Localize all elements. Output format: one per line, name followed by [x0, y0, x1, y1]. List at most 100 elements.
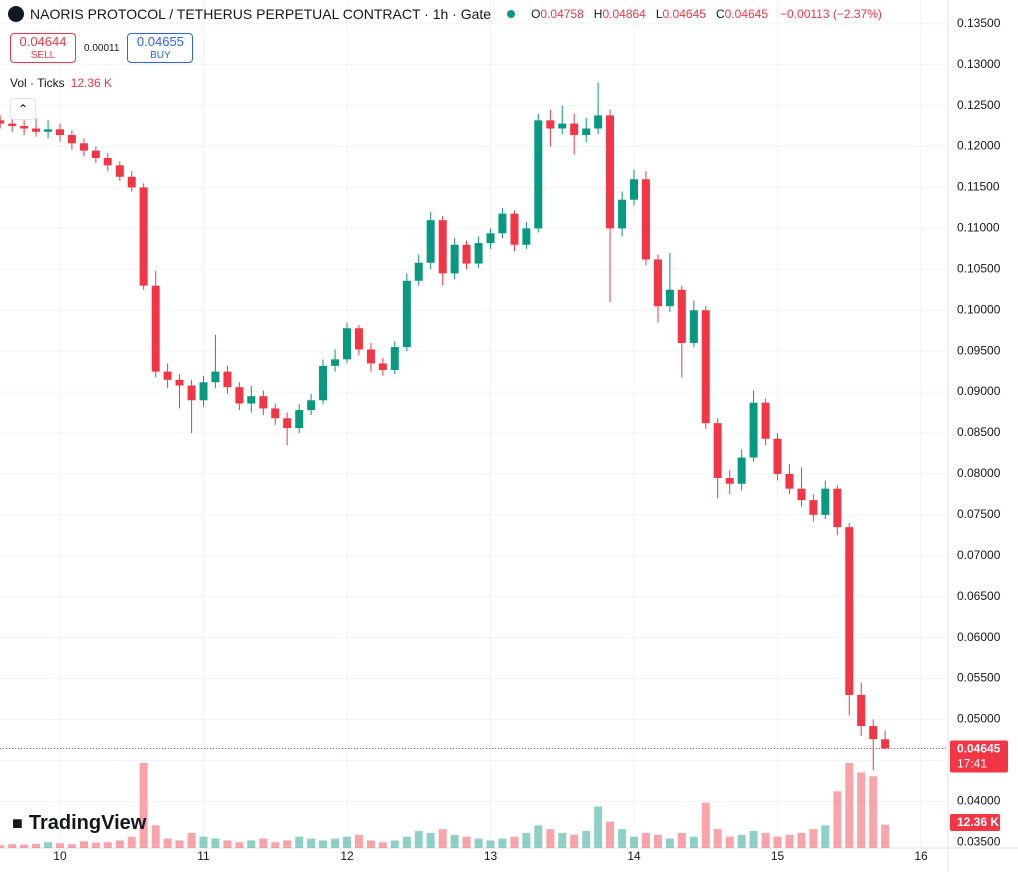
candle-body — [199, 382, 208, 401]
y-tick-label: 0.09500 — [957, 343, 1001, 357]
candle-body — [725, 478, 734, 484]
volume-bar — [498, 838, 507, 848]
candle-body — [20, 126, 29, 129]
candle-body — [259, 396, 268, 409]
candle-body — [390, 347, 399, 370]
candle-body — [247, 396, 256, 404]
volume-bar — [127, 836, 136, 848]
candle-body — [0, 120, 5, 124]
candle-body — [151, 285, 160, 372]
candle-body — [665, 289, 674, 307]
candle-body — [486, 233, 495, 244]
volume-bar — [570, 834, 579, 848]
volume-badge-label: 12.36 K — [957, 815, 999, 829]
volume-bar — [139, 763, 148, 848]
collapse-button[interactable]: ⌃ — [10, 98, 36, 120]
ohlc-key: O — [531, 7, 541, 21]
y-tick-label: 0.03500 — [957, 834, 1001, 848]
candle-body — [713, 423, 722, 479]
volume-bar — [115, 840, 124, 848]
volume-bar — [869, 776, 878, 848]
y-tick-label: 0.13500 — [957, 16, 1001, 30]
candle-body — [450, 244, 459, 274]
candle-body — [378, 363, 387, 370]
candle-body — [737, 457, 746, 484]
candle-body — [103, 157, 112, 166]
candle-body — [570, 123, 579, 136]
volume-bar — [761, 832, 770, 848]
volume-bar — [582, 831, 591, 848]
ohlc-item: H0.04864 — [590, 7, 646, 21]
logo-text: TradingView — [28, 812, 147, 834]
sell-button[interactable]: 0.04644 SELL — [10, 33, 76, 63]
candle-body — [115, 165, 124, 177]
volume-bar — [295, 836, 304, 848]
y-tick-label: 0.08500 — [957, 425, 1001, 439]
candle-body — [283, 418, 292, 429]
candle-body — [402, 280, 411, 348]
volume-bar — [211, 838, 220, 848]
volume-bar — [462, 836, 471, 848]
candle-body — [821, 488, 830, 515]
y-tick-label: 0.07000 — [957, 548, 1001, 562]
volume-bar — [773, 836, 782, 848]
header: NAORIS PROTOCOL / TETHERUS PERPETUAL CON… — [8, 6, 882, 22]
candle-body — [91, 150, 100, 158]
volume-bar — [725, 836, 734, 848]
y-tick-label: 0.11500 — [957, 180, 1000, 194]
ohlc-item: O0.04758 — [527, 7, 584, 21]
change: −0.00113 (−2.37%) — [780, 7, 882, 21]
volume-bar — [187, 832, 196, 848]
volume-bar — [67, 844, 76, 848]
volume-bar — [534, 825, 543, 848]
candle-body — [44, 129, 53, 132]
trade-panel: 0.04644 SELL 0.00011 0.04655 BUY — [10, 33, 194, 63]
volume-bar — [677, 832, 686, 848]
ohlc-value: 0.04645 — [662, 7, 706, 21]
volume-bar — [259, 838, 268, 848]
symbol-title[interactable]: NAORIS PROTOCOL / TETHERUS PERPETUAL CON… — [30, 6, 492, 22]
volume-bar — [199, 836, 208, 848]
candle-body — [546, 120, 555, 129]
candle-body — [8, 123, 17, 127]
candle-layer — [0, 82, 890, 771]
y-tick-label: 0.04000 — [957, 794, 1001, 808]
ohlc-item: C0.04645 — [712, 7, 768, 21]
y-tick-label: 0.11000 — [957, 221, 1000, 235]
volume-bar — [366, 840, 375, 848]
volume-bar — [163, 838, 172, 848]
logo: ■ TradingView — [12, 812, 147, 834]
candle-body — [32, 128, 41, 132]
candle-body — [641, 179, 650, 260]
candle-body — [414, 262, 423, 281]
volume-bar — [713, 829, 722, 848]
last-price-badge — [950, 740, 1008, 773]
ohlc-value: 0.04645 — [724, 7, 768, 21]
volume-bar — [354, 834, 363, 848]
volume-bar — [223, 840, 232, 848]
volume-bar — [510, 836, 519, 848]
ohlc-value: 0.04864 — [602, 7, 646, 21]
y-tick-label: 0.06500 — [957, 589, 1001, 603]
volume-bar — [821, 825, 830, 848]
volume-bar — [833, 791, 842, 848]
volume-bar — [91, 842, 100, 848]
candle-body — [271, 408, 280, 419]
volume-bar — [390, 840, 399, 848]
y-tick-label: 0.08000 — [957, 466, 1001, 480]
candle-body — [677, 289, 686, 343]
volume-bar — [857, 772, 866, 848]
volume-bar — [474, 838, 483, 848]
buy-button[interactable]: 0.04655 BUY — [127, 33, 194, 63]
candle-body — [630, 179, 639, 200]
y-tick-label: 0.10500 — [957, 261, 1001, 275]
candle-body — [295, 410, 304, 429]
candle-body — [498, 213, 507, 234]
candle-body — [773, 438, 782, 474]
candle-body — [331, 359, 340, 366]
volume-bar — [426, 832, 435, 848]
volume-bar — [151, 825, 160, 848]
candle-body — [354, 328, 363, 350]
candle-body — [510, 213, 519, 245]
